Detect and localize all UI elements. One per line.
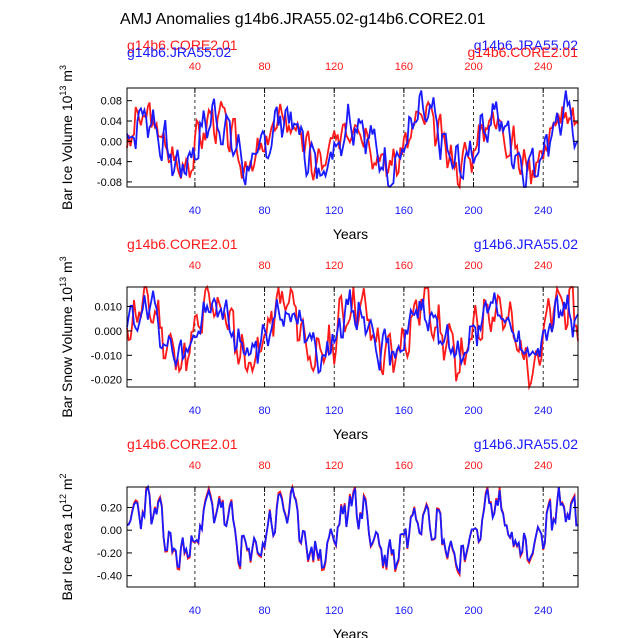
- x-tick-label-bottom: 200: [464, 405, 482, 417]
- x-tick-label-bottom: 80: [258, 205, 270, 217]
- x-tick-label-top: 120: [325, 260, 343, 272]
- x-tick-label-bottom: 240: [534, 205, 552, 217]
- top-label-jra: g14b6.JRA55.02: [474, 436, 579, 452]
- x-tick-label-top: 240: [534, 260, 552, 272]
- y-tick-label: 0.04: [101, 116, 122, 128]
- y-tick-label: 0.00: [101, 136, 122, 148]
- y-tick-label: 0.08: [101, 96, 122, 108]
- y-axis-label: Bar Snow Volume 1013 m3: [58, 256, 75, 417]
- y-tick-label: 0.00: [101, 525, 122, 537]
- series-line-jra: [126, 289, 579, 375]
- panel-2: 0.010 0.000 -0.010 -0.020 40 40 80 80 120 120 160 1…: [58, 236, 579, 442]
- x-tick-label-top: 40: [189, 260, 201, 272]
- plot-frame: [126, 286, 579, 388]
- x-tick-label-top: 40: [189, 61, 201, 73]
- x-tick-label-top: 240: [534, 61, 552, 73]
- x-tick-label-bottom: 240: [534, 405, 552, 417]
- series-line-core: [126, 284, 579, 391]
- y-axis-label: Bar Ice Area 1012 m2: [58, 473, 75, 600]
- top-label-core: g14b6.CORE2.01: [127, 436, 238, 452]
- x-tick-label-bottom: 240: [534, 605, 552, 617]
- x-tick-label-bottom: 40: [189, 605, 201, 617]
- x-tick-label-top: 120: [325, 460, 343, 472]
- x-axis-label: Years: [333, 226, 368, 242]
- panel-3: 0.20 0.00 -0.20 -0.40 40 40 80 80 120 120 160 160 20…: [58, 436, 579, 638]
- x-tick-label-top: 160: [395, 260, 413, 272]
- x-tick-label-top: 80: [258, 460, 270, 472]
- x-tick-label-top: 200: [464, 460, 482, 472]
- y-tick-label: 0.000: [94, 326, 122, 338]
- x-tick-label-top: 80: [258, 61, 270, 73]
- x-tick-label-bottom: 80: [258, 405, 270, 417]
- series-line-jra: [126, 90, 579, 189]
- top-label-jra-overlap: g14b6.JRA55.02: [127, 44, 232, 60]
- x-tick-label-bottom: 160: [395, 605, 413, 617]
- y-axis-label: Bar Ice Volume 1013 m3: [58, 65, 75, 210]
- x-tick-label-bottom: 200: [464, 205, 482, 217]
- y-tick-label: -0.010: [91, 350, 122, 362]
- figure-title: AMJ Anomalies g14b6.JRA55.02-g14b6.CORE2…: [120, 11, 486, 28]
- x-tick-label-top: 160: [395, 61, 413, 73]
- series-line-jra: [126, 484, 579, 575]
- panels: 0.08 0.04 0.00 -0.04 -0.08 40 40 80 80 120 120 160 1…: [58, 37, 579, 638]
- x-tick-label-bottom: 120: [325, 405, 343, 417]
- x-tick-label-top: 200: [464, 61, 482, 73]
- x-axis-label: Years: [333, 626, 368, 638]
- x-tick-label-top: 200: [464, 260, 482, 272]
- y-tick-label: 0.20: [101, 502, 122, 514]
- x-tick-label-bottom: 160: [395, 405, 413, 417]
- top-label-core-overlap: g14b6.CORE2.01: [467, 44, 578, 60]
- plot-frame: [126, 87, 579, 188]
- x-tick-label-bottom: 120: [325, 605, 343, 617]
- x-tick-label-bottom: 160: [395, 205, 413, 217]
- x-tick-label-top: 160: [395, 460, 413, 472]
- y-tick-label: -0.04: [97, 157, 122, 169]
- x-tick-label-bottom: 200: [464, 605, 482, 617]
- x-axis-label: Years: [333, 426, 368, 442]
- x-tick-label-bottom: 120: [325, 205, 343, 217]
- y-tick-label: -0.40: [97, 571, 122, 583]
- top-label-core: g14b6.CORE2.01: [127, 236, 238, 252]
- top-label-jra: g14b6.JRA55.02: [474, 236, 579, 252]
- y-tick-label: 0.010: [94, 302, 122, 314]
- y-tick-label: -0.020: [91, 375, 122, 387]
- x-tick-label-top: 80: [258, 260, 270, 272]
- y-tick-label: -0.08: [97, 177, 122, 189]
- top-label-core: g14b6.CORE2.01: [127, 37, 238, 53]
- x-tick-label-top: 240: [534, 460, 552, 472]
- top-label-jra: g14b6.JRA55.02: [474, 37, 579, 53]
- x-tick-label-bottom: 40: [189, 205, 201, 217]
- x-tick-label-top: 120: [325, 61, 343, 73]
- y-tick-label: -0.20: [97, 548, 122, 560]
- x-tick-label-bottom: 80: [258, 605, 270, 617]
- x-tick-label-top: 40: [189, 460, 201, 472]
- x-tick-label-bottom: 40: [189, 405, 201, 417]
- panel-1: 0.08 0.04 0.00 -0.04 -0.08 40 40 80 80 120 120 160 1…: [58, 37, 579, 242]
- plot-frame: [126, 486, 579, 588]
